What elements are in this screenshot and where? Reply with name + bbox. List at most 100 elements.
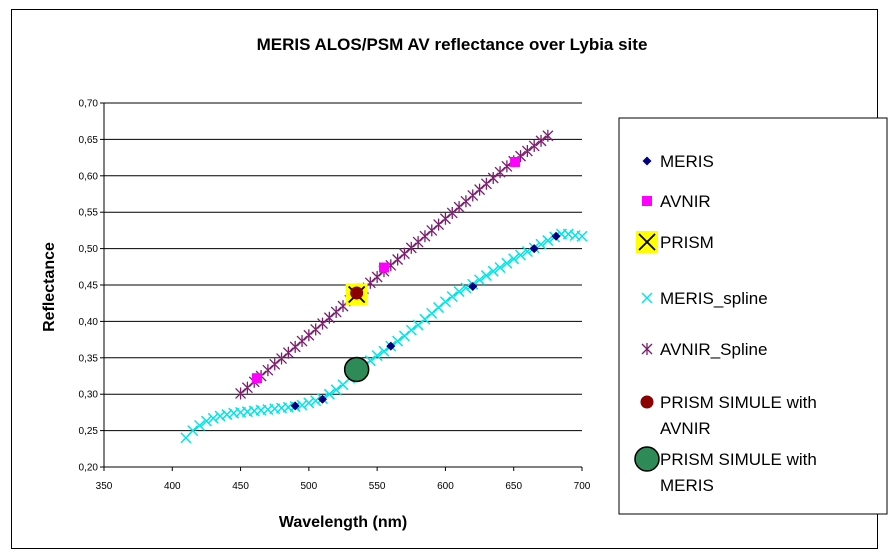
y-tick-label: 0,20: [79, 463, 99, 474]
meris-spline-point: [310, 395, 322, 407]
chart-title: MERIS ALOS/PSM AV reflectance over Lybia…: [257, 35, 648, 54]
legend-marker: [640, 395, 654, 409]
avnir-spline-point: [480, 177, 492, 190]
meris-spline-point: [535, 238, 547, 250]
meris-spline-point: [460, 282, 472, 294]
y-tick-label: 0,55: [79, 208, 99, 219]
x-axis-label: Wavelength (nm): [279, 514, 407, 531]
legend-label: AVNIR: [660, 192, 711, 211]
legend-label: PRISM: [660, 233, 714, 252]
x-tick-label: 600: [437, 481, 454, 492]
avnir-spline-point: [542, 129, 554, 142]
x-tick-label: 350: [96, 481, 113, 492]
avnir-spline-point: [289, 340, 301, 353]
meris-spline-point: [371, 350, 383, 362]
legend-label: PRISM SIMULE with AVNIR: [660, 393, 817, 438]
y-axis-label: Reflectance: [41, 242, 58, 332]
meris-spline-point: [221, 409, 233, 421]
legend-marker: [636, 231, 658, 253]
avnir-spline-point: [296, 335, 308, 348]
avnir-spline-point: [426, 224, 438, 237]
meris-spline-point: [378, 345, 390, 357]
meris-spline-point: [474, 274, 486, 286]
meris-spline-point: [323, 388, 335, 400]
meris-point: [551, 231, 561, 241]
legend-marker: [641, 343, 653, 355]
avnir-spline-point: [433, 218, 445, 231]
legend-marker: [641, 292, 653, 304]
avnir-spline-point: [528, 139, 540, 152]
x-tick-label: 700: [574, 481, 591, 492]
x-tick-label: 500: [301, 481, 318, 492]
y-tick-label: 0,30: [79, 390, 99, 401]
legend-marker: [642, 156, 652, 166]
avnir-spline-point: [282, 346, 294, 359]
meris-spline-point: [194, 419, 206, 432]
avnir-point: [251, 373, 262, 384]
meris-point: [386, 341, 396, 351]
y-tick-label: 0,65: [79, 135, 99, 146]
avnir-spline-point: [276, 352, 288, 365]
meris-spline-point: [330, 384, 342, 396]
meris-point: [468, 281, 478, 291]
avnir-spline-point: [371, 270, 383, 283]
y-tick-label: 0,70: [79, 99, 99, 110]
avnir-spline-point: [487, 171, 499, 184]
avnir-spline-point: [419, 230, 431, 243]
legend-label: MERIS: [660, 152, 714, 171]
legend-marker: [642, 196, 652, 206]
meris-spline-point: [392, 335, 404, 347]
x-tick-label: 650: [505, 481, 522, 492]
avnir-spline-point: [467, 189, 479, 202]
meris-spline-point: [542, 235, 554, 247]
avnir-spline-point: [474, 183, 486, 196]
y-tick-label: 0,35: [79, 353, 99, 364]
meris-spline-point: [207, 412, 219, 424]
avnir-spline-point: [269, 358, 281, 371]
meris-spline-point: [515, 249, 527, 261]
avnir-spline-point: [460, 195, 472, 208]
avnir-spline-point: [405, 241, 417, 254]
meris-spline-point: [480, 270, 492, 282]
meris-spline-point: [446, 291, 458, 303]
avnir-spline-point: [412, 236, 424, 249]
prism-simule-with-meris-point: [343, 356, 370, 383]
meris-spline-point: [187, 425, 199, 437]
y-tick-label: 0,50: [79, 244, 99, 255]
meris-spline-point: [405, 324, 417, 336]
avnir-spline-point: [453, 201, 465, 214]
y-tick-label: 0,60: [79, 171, 99, 182]
avnir-spline-point: [392, 253, 404, 266]
meris-spline-point: [508, 253, 520, 265]
avnir-spline-point: [398, 247, 410, 260]
prism-simule-with-avnir-point: [350, 286, 364, 300]
meris-spline-point: [303, 397, 315, 409]
avnir-point: [378, 262, 389, 273]
y-tick-label: 0,45: [79, 281, 99, 292]
legend-box: [618, 117, 888, 515]
avnir-spline-point: [317, 317, 328, 330]
avnir-spline-point: [535, 134, 547, 147]
meris-spline-point: [494, 261, 506, 274]
legend-label: AVNIR_Spline: [660, 340, 767, 359]
avnir-spline-point: [262, 364, 274, 377]
avnir-spline-point: [446, 206, 458, 219]
avnir-spline-point: [323, 311, 335, 324]
meris-spline-point: [453, 286, 465, 298]
avnir-spline-point: [310, 323, 322, 336]
avnir-spline-point: [303, 329, 315, 342]
meris-spline-point: [487, 265, 499, 277]
avnir-spline-point: [439, 212, 451, 225]
avnir-spline-point: [521, 145, 533, 158]
meris-spline-point: [200, 415, 212, 427]
avnir-point: [510, 156, 521, 167]
legend-label: PRISM SIMULE with MERIS: [660, 450, 817, 495]
meris-spline-point: [296, 399, 308, 411]
legend-label: MERIS_spline: [660, 289, 768, 308]
plot-area: 0,20 0,25 0,30 0,35 0,40 0,45 0,50 0,55 0,60 0,65…: [79, 99, 591, 493]
legend: MERIS AVNIR PRISM MERIS_spline AVNIR_Spline P…: [618, 117, 888, 515]
avnir-spline-point: [494, 166, 506, 179]
meris-point: [318, 394, 328, 404]
meris-spline-point: [562, 228, 574, 240]
